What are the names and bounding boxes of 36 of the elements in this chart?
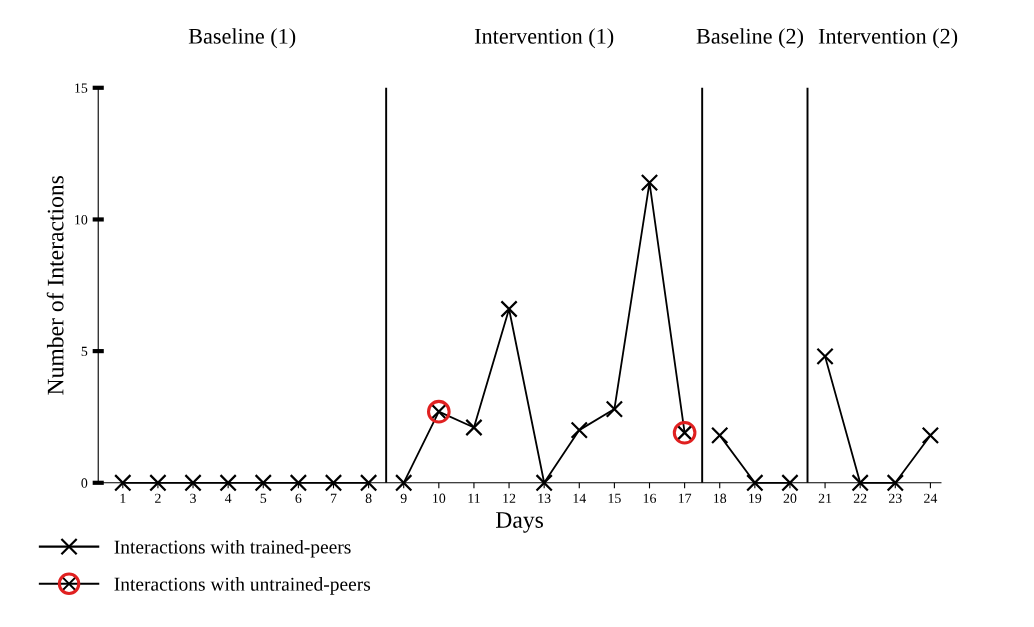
x-tick-label: 17 — [678, 493, 692, 503]
legend-label: Interactions with trained-peers — [114, 539, 351, 558]
text: Baseline (2) — [696, 28, 804, 49]
x-tick-label: 20 — [783, 493, 797, 503]
x-tick-label: 15 — [608, 493, 621, 503]
x-tick-label: 12 — [503, 493, 516, 503]
x-axis-title: Days — [496, 512, 543, 533]
x-tick-label: 2 — [155, 493, 161, 503]
x-tick-label: 18 — [714, 493, 727, 503]
x-tick-label: 24 — [924, 493, 938, 503]
y-tick-label: 10 — [75, 215, 88, 225]
x-tick-label: 19 — [749, 493, 762, 503]
legend-label: Interactions with untrained-peers — [114, 577, 371, 595]
x-tick-label: 9 — [400, 493, 407, 503]
y-tick-label: 5 — [81, 346, 88, 357]
x-tick-label: 22 — [853, 493, 867, 503]
x-tick-label: 3 — [190, 493, 196, 503]
y-tick-label: 0 — [81, 478, 88, 488]
x-tick-label: 11 — [468, 493, 480, 503]
text: Intervention (1) — [474, 28, 614, 49]
x-tick-label: 1 — [120, 493, 126, 503]
x-tick-label: 5 — [260, 493, 267, 503]
x-tick-label: 13 — [538, 493, 551, 503]
y-axis-title: Number of Interactions — [46, 175, 64, 395]
x-tick-label: 16 — [643, 493, 657, 503]
x-tick-label: 7 — [330, 493, 337, 503]
x-tick-label: 10 — [433, 493, 446, 503]
x-tick-label: 6 — [295, 493, 302, 503]
x-tick-label: 21 — [818, 493, 832, 503]
text: Intervention (2) — [818, 28, 958, 49]
x-tick-label: 14 — [573, 493, 586, 503]
x-tick-label: 23 — [888, 493, 902, 503]
x-tick-label: 4 — [224, 493, 232, 503]
y-tick-label: 15 — [75, 83, 88, 93]
text: Baseline (1) — [188, 28, 296, 49]
x-tick-label: 8 — [365, 493, 372, 503]
